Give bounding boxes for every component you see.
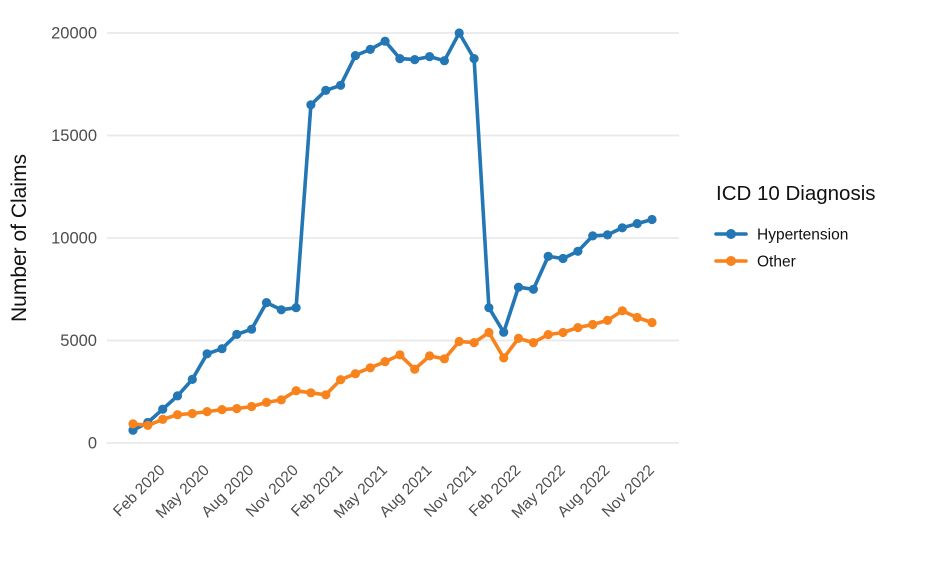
hypertension-data-point: [247, 324, 257, 334]
other-data-point: [276, 395, 286, 405]
other-data-point: [558, 327, 568, 338]
hypertension-data-point: [513, 282, 524, 292]
hypertension-data-point: [454, 28, 464, 38]
other-data-point: [439, 354, 449, 364]
other-data-point: [410, 364, 420, 374]
hypertension-data-point: [128, 425, 138, 435]
hypertension-data-point: [306, 100, 316, 110]
hypertension-data-point: [158, 404, 168, 414]
other-data-point: [588, 319, 598, 330]
other-data-point: [454, 336, 464, 347]
hypertension-data-point: [543, 251, 553, 261]
hypertension-data-point: [276, 305, 286, 315]
hypertension-data-point: [291, 303, 301, 313]
hypertension-data-point: [172, 391, 183, 401]
other-data-point: [291, 386, 301, 396]
other-data-point: [232, 404, 242, 414]
hypertension-data-point: [202, 349, 212, 359]
hypertension-data-point: [261, 298, 272, 308]
y-tick-label: 20000: [51, 25, 97, 43]
hypertension-data-point: [573, 246, 583, 256]
y-tick-label: 10000: [51, 230, 97, 248]
hypertension-data-point: [484, 303, 494, 313]
other-data-point: [632, 312, 642, 323]
y-tick-label: 15000: [51, 127, 97, 145]
other-data-point: [350, 369, 360, 379]
other-data-point: [573, 323, 583, 333]
hypertension-data-point: [187, 374, 197, 384]
other-data-point: [202, 407, 212, 417]
other-data-point: [158, 414, 168, 424]
other-data-point: [143, 420, 153, 430]
hypertension-data-point: [499, 327, 509, 337]
hypertension-data-point: [232, 329, 242, 339]
gridlines: [107, 32, 679, 444]
hypertension-data-point: [395, 54, 405, 64]
hypertension-data-point: [602, 230, 613, 240]
other-data-point: [543, 330, 553, 340]
other-data-point: [469, 338, 479, 348]
other-data-point: [617, 306, 627, 316]
hypertension-data-point: [365, 44, 375, 55]
other-data-point: [395, 350, 405, 360]
other-data-point: [261, 397, 272, 407]
other-data-point: [247, 401, 257, 412]
hypertension-data-point: [350, 51, 360, 61]
legend-key-dot-other: [726, 256, 736, 266]
hypertension-data-point: [647, 214, 657, 225]
legend-key-dot-hypertension: [726, 229, 736, 239]
other-data-point: [513, 333, 524, 343]
hypertension-data-point: [439, 56, 449, 66]
legend: ICD 10 Diagnosis Hypertension Other: [714, 182, 876, 271]
other-data-point: [365, 363, 375, 373]
other-data-point: [380, 357, 390, 367]
y-axis-title: Number of Claims: [8, 154, 31, 322]
legend-item-other: Other: [714, 254, 796, 271]
series-hypertension: [128, 28, 657, 435]
y-tick-label: 5000: [60, 332, 97, 350]
hypertension-data-point: [558, 253, 568, 264]
other-data-point: [602, 315, 613, 325]
y-axis-tick-labels: 0 5000 10000 15000 20000: [51, 25, 97, 453]
other-data-point: [336, 375, 346, 385]
hypertension-data-point: [617, 223, 627, 233]
y-tick-label: 0: [88, 435, 97, 453]
hypertension-data-point: [380, 36, 390, 46]
series-other: [128, 306, 657, 430]
other-data-point: [484, 327, 494, 338]
hypertension-data-point: [632, 219, 642, 229]
hypertension-data-point: [321, 85, 331, 95]
hypertension-line: [131, 31, 654, 433]
other-data-point: [499, 353, 509, 363]
hypertension-data-point: [588, 231, 598, 241]
hypertension-data-point: [528, 284, 539, 294]
other-data-point: [425, 351, 435, 361]
other-data-point: [187, 408, 197, 419]
other-data-point: [528, 338, 539, 348]
hypertension-data-point: [410, 55, 420, 65]
legend-label-other: Other: [757, 254, 796, 271]
other-data-point: [128, 419, 138, 429]
hypertension-data-point: [217, 344, 227, 354]
hypertension-data-point: [425, 52, 435, 62]
other-data-point: [217, 405, 227, 415]
hypertension-data-point: [336, 80, 346, 90]
legend-item-hypertension: Hypertension: [714, 227, 848, 244]
legend-label-hypertension: Hypertension: [757, 227, 848, 244]
legend-title: ICD 10 Diagnosis: [716, 182, 876, 205]
other-data-point: [306, 388, 316, 398]
other-data-point: [172, 410, 183, 420]
other-data-point: [321, 390, 331, 400]
hypertension-data-point: [469, 54, 479, 64]
other-data-point: [647, 317, 657, 328]
